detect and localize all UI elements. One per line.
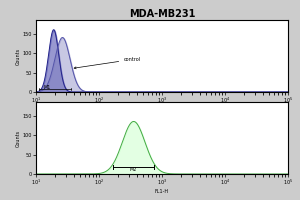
Text: M1: M1 xyxy=(44,85,51,90)
X-axis label: FL1-H: FL1-H xyxy=(155,107,169,112)
Y-axis label: Counts: Counts xyxy=(16,47,21,65)
Title: MDA-MB231: MDA-MB231 xyxy=(129,9,195,19)
Text: control: control xyxy=(74,57,141,69)
Y-axis label: Counts: Counts xyxy=(16,129,21,147)
X-axis label: FL1-H: FL1-H xyxy=(155,189,169,194)
Text: M2: M2 xyxy=(130,167,137,172)
